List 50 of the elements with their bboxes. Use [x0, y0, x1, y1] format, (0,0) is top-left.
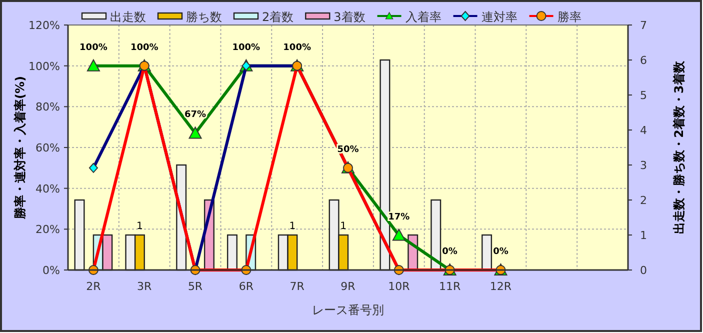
y2-tick-label: 5: [640, 89, 647, 102]
y2-axis-title: 出走数・勝ち数・2着数・3着数: [672, 60, 686, 234]
y-tick-label: 0%: [42, 264, 60, 277]
y-tick-label: 80%: [36, 100, 60, 114]
y2-tick-label: 3: [640, 159, 647, 172]
y2-tick-label: 1: [640, 229, 647, 242]
point: [88, 162, 98, 173]
y-tick-label: 20%: [36, 223, 60, 236]
data-label: 1: [340, 221, 347, 232]
data-label: 1: [289, 221, 296, 232]
legend-label: 連対率: [481, 10, 518, 24]
x-tick-label: 3R: [137, 280, 152, 293]
legend-label: 3着数: [334, 10, 366, 24]
data-label: 0%: [442, 247, 458, 257]
point: [392, 228, 406, 241]
legend-label: 入着率: [405, 10, 442, 24]
data-label: 100%: [232, 42, 260, 53]
y2-tick-label: 6: [640, 54, 647, 67]
data-label: 67%: [184, 110, 206, 120]
legend-label: 勝ち数: [186, 10, 222, 24]
legend-label: 勝率: [557, 10, 582, 24]
x-tick-label: 5R: [188, 280, 203, 293]
y2-tick-label: 4: [640, 124, 647, 137]
point: [86, 59, 100, 72]
data-label: 100%: [130, 42, 158, 53]
x-tick-label: 7R: [290, 280, 305, 293]
y2-tick-label: 7: [640, 19, 647, 32]
y-tick-label: 100%: [28, 60, 60, 73]
y2-tick-label: 0: [640, 264, 647, 277]
bar: [74, 199, 85, 271]
point: [188, 126, 202, 139]
data-label: 100%: [283, 42, 311, 53]
data-label: 1: [136, 221, 143, 232]
data-label: 100%: [80, 42, 108, 53]
x-tick-label: 9R: [340, 280, 356, 293]
legend-label: 出走数: [110, 10, 146, 24]
y2-tick-label: 2: [640, 194, 647, 207]
y-axis-title: 勝率・連対率・入着率(%): [13, 76, 27, 220]
data-label: 0%: [493, 247, 508, 257]
x-tick-label: 10R: [388, 280, 410, 293]
x-tick-label: 12R: [490, 280, 512, 293]
x-tick-label: 11R: [439, 280, 461, 293]
y-tick-label: 60%: [36, 142, 60, 154]
x-tick-label: 2R: [86, 280, 102, 293]
bar: [380, 59, 390, 271]
legend-label: 2着数: [262, 10, 294, 24]
x-axis-title: レース番号別: [312, 303, 384, 317]
y-tick-label: 120%: [28, 19, 60, 32]
y-tick-label: 40%: [36, 182, 60, 196]
x-tick-label: 6R: [238, 280, 254, 293]
